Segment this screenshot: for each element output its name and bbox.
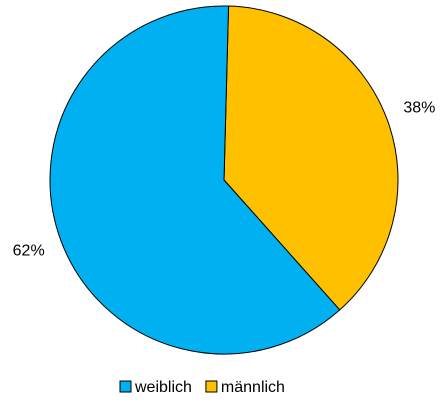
data-label: 62% xyxy=(13,243,45,260)
pie-slice xyxy=(223,5,399,311)
legend-swatch xyxy=(119,380,132,393)
legend-swatch xyxy=(205,380,218,393)
legend-label: männlich xyxy=(221,379,285,396)
legend-label: weiblich xyxy=(134,379,192,396)
pie-slice xyxy=(49,5,341,355)
data-label: 38% xyxy=(403,100,435,117)
